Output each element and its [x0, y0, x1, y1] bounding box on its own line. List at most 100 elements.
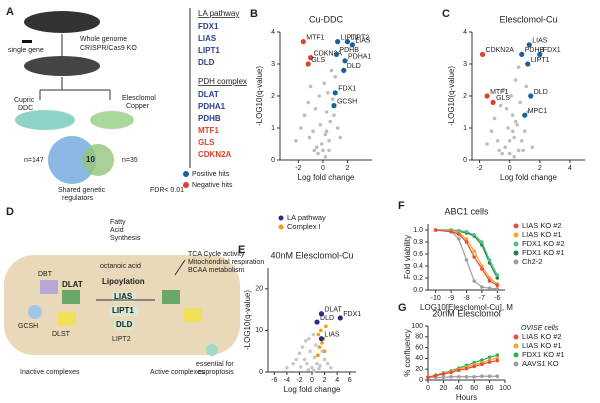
x-tick-label: -9 — [448, 295, 454, 302]
y-tick-label: 0 — [259, 369, 263, 376]
point — [314, 319, 320, 325]
legend-marker — [513, 361, 519, 367]
x-tick-label: 4 — [568, 165, 572, 172]
point — [501, 87, 506, 92]
point — [512, 155, 516, 159]
arrow — [39, 77, 111, 100]
point — [310, 366, 314, 370]
label: DLAT — [62, 280, 83, 289]
marker — [495, 283, 500, 288]
x-tick-label: -2 — [476, 165, 482, 172]
point — [320, 349, 324, 354]
marker — [480, 358, 484, 362]
x-tick-label: 0 — [508, 165, 512, 172]
protein — [62, 290, 80, 304]
panel-a: A single gene Whole genome CRISPR/Cas9 K… — [6, 6, 247, 202]
point — [503, 145, 507, 149]
point — [504, 107, 509, 111]
x-tick-label: 6 — [348, 377, 352, 384]
label: Lipoylation — [102, 277, 145, 286]
point-label: DLAT — [324, 307, 342, 314]
point — [306, 100, 311, 105]
marker — [457, 237, 461, 241]
point — [313, 343, 318, 347]
point — [329, 366, 333, 370]
point — [324, 129, 329, 133]
point — [322, 357, 327, 362]
point — [306, 368, 311, 372]
point-label: LIPT2 — [350, 34, 369, 41]
panel-letter: G — [398, 302, 407, 314]
label: LIPT2 — [112, 336, 131, 343]
point — [525, 110, 530, 114]
marker — [472, 364, 477, 369]
point — [312, 355, 317, 360]
point — [318, 363, 322, 368]
y-tick-label: 1 — [271, 125, 275, 132]
label: Whole genome — [80, 36, 127, 43]
label: Mitochondrial respiration — [188, 259, 264, 266]
point — [495, 139, 500, 143]
marker — [480, 362, 484, 367]
label: DBT — [38, 271, 53, 278]
label: FDR< 0.01 — [150, 187, 184, 194]
marker — [449, 370, 453, 375]
cells — [15, 110, 75, 130]
point — [318, 123, 323, 127]
marker — [441, 375, 446, 380]
point — [315, 145, 319, 149]
legend-label: Negative hits — [192, 182, 233, 189]
legend-marker — [513, 250, 519, 256]
legend-marker — [513, 334, 519, 340]
venn — [48, 136, 96, 184]
protein — [184, 308, 202, 322]
legend-dot — [183, 171, 189, 177]
point — [294, 357, 299, 362]
point — [331, 103, 337, 109]
point-label: FDX1 — [338, 86, 356, 93]
point — [308, 55, 314, 61]
y-tick-label: 0.4 — [413, 263, 423, 270]
line — [428, 375, 498, 378]
legend-label: FDX1 KO #2 — [522, 239, 565, 248]
legend-label: Positive hits — [192, 171, 230, 178]
x-tick-label: 2 — [323, 377, 327, 384]
line — [427, 359, 498, 378]
marker — [449, 230, 453, 234]
legend-label: Complex I — [287, 222, 321, 231]
point — [349, 42, 355, 48]
point — [537, 51, 543, 58]
label: single gene — [8, 47, 44, 54]
point — [318, 311, 325, 317]
label: Copper — [126, 103, 150, 110]
point — [479, 51, 486, 58]
label: regulators — [62, 195, 94, 202]
point — [321, 148, 325, 153]
point — [302, 357, 307, 362]
point — [316, 151, 320, 156]
marker — [480, 240, 484, 244]
point — [332, 113, 336, 117]
label: 10 — [86, 155, 95, 164]
gene: FDX1 — [198, 22, 219, 31]
x-tick-label: 4 — [335, 377, 339, 384]
label: Acid — [110, 227, 124, 234]
point — [305, 361, 309, 366]
point-label: GLS — [311, 57, 325, 64]
marker — [495, 273, 500, 277]
marker — [480, 267, 484, 271]
legend-marker — [513, 352, 519, 358]
panel-letter: D — [6, 206, 14, 218]
marker — [495, 276, 500, 280]
point-label: MTF1 — [490, 89, 508, 96]
x-tick-label: 2 — [538, 165, 542, 172]
point — [319, 328, 323, 333]
point — [484, 93, 490, 99]
label: GCSH — [18, 323, 38, 330]
label: DLD — [116, 320, 133, 329]
y-tick-label: 80 — [415, 334, 423, 341]
gene: DLAT — [198, 90, 219, 99]
x-axis-label: Log fold change — [500, 173, 557, 182]
marker — [457, 374, 461, 379]
point-label: LIAS — [532, 38, 548, 45]
